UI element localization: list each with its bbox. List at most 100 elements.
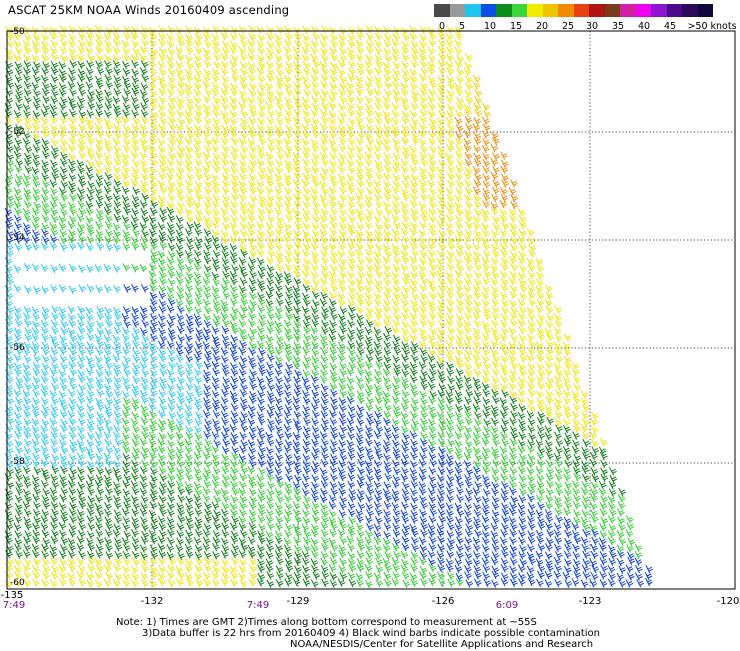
wind-barb (176, 96, 185, 106)
wind-barb (113, 185, 121, 195)
wind-barb (384, 578, 392, 588)
wind-barb (384, 249, 393, 259)
wind-barb (501, 221, 510, 231)
wind-barb (149, 102, 158, 111)
wind-barb (141, 319, 150, 329)
wind-barb (294, 474, 302, 484)
wind-barb (482, 375, 490, 384)
wind-barb (114, 572, 123, 582)
wind-barb (231, 54, 239, 63)
wind-barb (436, 347, 445, 357)
wind-barb (158, 264, 167, 274)
wind-barb (618, 579, 626, 588)
wind-barb (465, 369, 473, 378)
wind-barb (382, 25, 391, 35)
wind-barb (175, 243, 184, 252)
wind-barb (104, 102, 113, 111)
wind-barb (464, 551, 473, 560)
wind-barb (121, 439, 130, 448)
wind-barb (510, 228, 518, 238)
wind-barb (41, 404, 50, 414)
wind-barb (356, 31, 365, 41)
wind-barb (373, 430, 382, 440)
wind-barb (510, 236, 518, 245)
wind-barb (221, 558, 229, 567)
wind-barb (203, 383, 212, 393)
wind-barb (238, 285, 247, 294)
wind-barb (618, 487, 627, 497)
wind-barb (302, 319, 311, 329)
wind-barb (249, 299, 258, 308)
wind-barb (608, 557, 617, 567)
wind-barb (230, 207, 238, 216)
wind-barb (581, 509, 590, 518)
wind-barb (526, 445, 535, 454)
wind-barb (500, 165, 509, 175)
wind-barb (60, 446, 69, 455)
wind-barb (113, 397, 121, 406)
wind-barb (150, 535, 158, 545)
wind-barb (212, 318, 221, 328)
wind-barb (582, 571, 591, 580)
wind-barb (537, 403, 545, 412)
wind-barb (32, 431, 41, 441)
wind-barb (77, 515, 85, 525)
wind-barb (438, 438, 446, 448)
wind-barb (59, 346, 67, 356)
wind-barb (221, 305, 229, 314)
wind-barb (519, 558, 528, 567)
wind-barb (392, 446, 401, 455)
wind-barb (203, 215, 212, 225)
wind-barb (491, 131, 499, 140)
wind-barb (50, 396, 59, 406)
wind-barb (257, 355, 265, 364)
wind-barb (365, 67, 374, 76)
wind-barb (590, 514, 599, 524)
wind-barb (49, 368, 58, 377)
wind-barb (49, 418, 58, 427)
wind-barb (77, 60, 86, 70)
wind-barb (292, 158, 301, 167)
wind-barb (527, 320, 536, 329)
wind-barb (537, 516, 545, 525)
wind-barb (274, 460, 283, 469)
wind-barb (158, 87, 167, 97)
wind-barb (15, 382, 24, 391)
wind-barb (31, 333, 40, 342)
wind-barb (418, 229, 427, 238)
wind-barb (257, 515, 266, 524)
wind-barb (419, 466, 427, 476)
wind-barb (150, 123, 159, 132)
wind-barb (338, 39, 346, 48)
wind-barb (401, 124, 410, 133)
wind-barb (51, 145, 59, 155)
wind-barb (320, 368, 328, 378)
wind-barb (96, 305, 105, 315)
wind-barb (321, 256, 329, 265)
wind-barb (33, 354, 42, 364)
wind-barb (229, 243, 238, 252)
wind-barb (59, 382, 68, 392)
wind-barb (311, 402, 319, 412)
wind-barb (491, 467, 500, 476)
wind-barb (23, 187, 32, 197)
wind-barb (463, 340, 472, 349)
wind-barb (383, 515, 392, 524)
wind-barb (411, 292, 420, 301)
wind-barb (68, 215, 77, 224)
wind-barb (257, 544, 265, 553)
wind-barb (472, 256, 481, 265)
wind-barb (374, 96, 383, 105)
wind-barb (473, 229, 482, 239)
legend-label-10: 10 (483, 21, 497, 32)
wind-barb (40, 375, 49, 384)
wind-barb (365, 466, 374, 476)
wind-barb (356, 159, 364, 168)
wind-barb (553, 543, 562, 553)
wind-barb (86, 537, 94, 547)
wind-barb (447, 522, 455, 532)
wind-barb (320, 291, 329, 301)
wind-barb (419, 40, 428, 49)
wind-barb (149, 557, 158, 567)
wind-barb (544, 367, 553, 377)
